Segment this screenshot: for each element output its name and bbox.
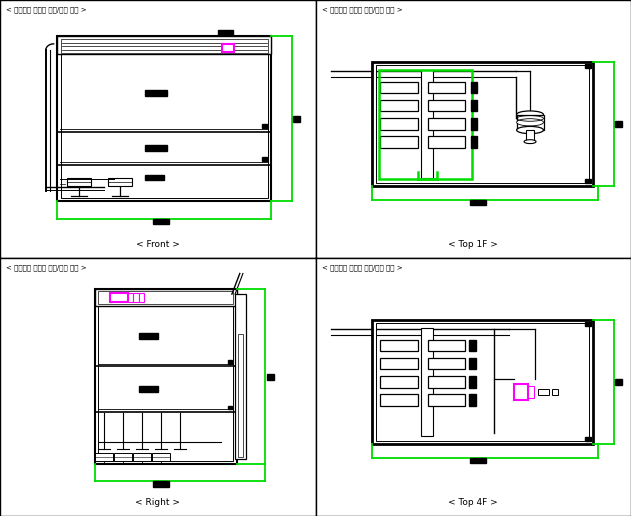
Bar [517, 115, 544, 130]
Text: < Top 1F >: < Top 1F > [448, 240, 498, 249]
Bar [139, 386, 158, 392]
Bar [228, 360, 232, 364]
Bar [380, 376, 418, 388]
Bar [218, 30, 233, 35]
Bar [422, 70, 433, 178]
Bar [469, 376, 476, 388]
Bar [266, 374, 274, 380]
Bar [145, 175, 164, 181]
Bar [380, 100, 418, 111]
Bar [428, 100, 466, 111]
Bar [98, 292, 233, 461]
Text: < 현장적용 실험용 후드/덕트 도면 >: < 현장적용 실험용 후드/덕트 도면 > [322, 264, 403, 271]
Bar [379, 70, 472, 180]
Bar [114, 454, 132, 460]
Bar [57, 36, 271, 54]
Bar [471, 100, 478, 111]
Bar [372, 320, 593, 444]
Bar [153, 219, 169, 224]
Bar [145, 90, 167, 96]
Bar [470, 458, 486, 463]
Text: < Right >: < Right > [135, 498, 180, 507]
Bar [428, 136, 466, 148]
Bar [108, 178, 132, 186]
Bar [380, 340, 418, 351]
Bar [98, 291, 233, 304]
Bar [469, 394, 476, 406]
Bar [95, 289, 237, 464]
Text: < Front >: < Front > [136, 240, 180, 249]
Bar [228, 406, 232, 409]
Bar [514, 384, 528, 400]
Ellipse shape [517, 126, 543, 134]
Bar [428, 340, 466, 351]
Bar [586, 64, 591, 69]
Bar [586, 437, 591, 441]
Bar [471, 118, 478, 130]
Bar [133, 293, 138, 302]
Bar [470, 200, 486, 205]
Bar [586, 179, 591, 183]
Bar [293, 116, 300, 122]
Bar [380, 82, 418, 93]
Ellipse shape [517, 119, 543, 126]
Bar [262, 124, 266, 128]
Bar [372, 62, 593, 186]
Bar [380, 136, 418, 148]
Bar [376, 323, 589, 441]
Bar [615, 121, 622, 127]
Text: < 현장적용 실험용 후드/덕트 도면 >: < 현장적용 실험용 후드/덕트 도면 > [322, 6, 403, 13]
Bar [145, 146, 167, 152]
Bar [95, 454, 113, 460]
Bar [139, 333, 158, 338]
Bar [428, 358, 466, 369]
Bar [428, 118, 466, 130]
Bar [57, 36, 271, 201]
Bar [139, 293, 144, 302]
Bar [95, 289, 237, 305]
Text: < Top 4F >: < Top 4F > [449, 498, 498, 507]
Ellipse shape [517, 111, 543, 118]
Bar [262, 157, 266, 161]
Bar [586, 322, 591, 327]
Bar [528, 386, 534, 398]
Bar [469, 358, 476, 369]
Bar [428, 394, 466, 406]
Bar [380, 358, 418, 369]
Bar [110, 293, 127, 302]
Bar [67, 178, 91, 186]
Bar [152, 454, 170, 460]
Bar [376, 65, 589, 183]
Bar [127, 293, 133, 302]
Bar [538, 389, 549, 395]
Bar [552, 389, 558, 395]
Bar [422, 328, 433, 436]
Bar [526, 130, 534, 141]
Bar [153, 481, 169, 487]
Text: < 현장적용 실험용 후드/덕트 도면 >: < 현장적용 실험용 후드/덕트 도면 > [6, 264, 87, 271]
Bar [133, 454, 151, 460]
Ellipse shape [524, 140, 536, 143]
Bar [223, 44, 235, 52]
Bar [471, 82, 478, 93]
Bar [380, 394, 418, 406]
Bar [239, 334, 243, 457]
Bar [615, 379, 622, 385]
Bar [469, 340, 476, 351]
Bar [61, 39, 268, 198]
Bar [428, 82, 466, 93]
Bar [61, 39, 268, 53]
Bar [235, 294, 246, 459]
Text: < 현장적용 실험용 후드/덕트 도면 >: < 현장적용 실험용 후드/덕트 도면 > [6, 6, 87, 13]
Bar [428, 376, 466, 388]
Bar [471, 136, 478, 148]
Bar [380, 118, 418, 130]
